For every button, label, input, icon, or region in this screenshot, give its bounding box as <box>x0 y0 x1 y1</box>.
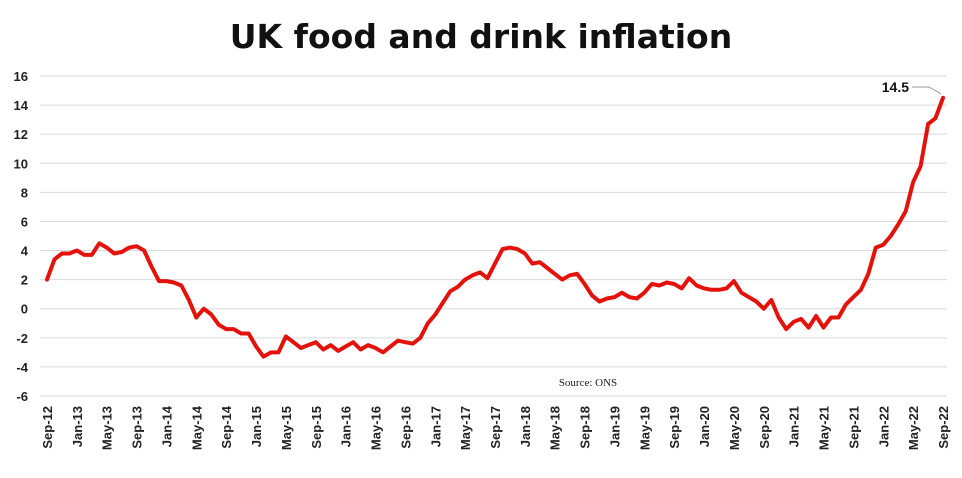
x-tick-label: Jan-17 <box>428 406 443 447</box>
callout-leader-line <box>912 86 942 95</box>
y-tick-label: 14 <box>14 98 29 113</box>
x-tick-label: May-15 <box>279 406 294 450</box>
x-tick-label: Sep-15 <box>309 406 324 449</box>
x-tick-label: Sep-19 <box>667 406 682 449</box>
x-axis-ticks: Sep-12 Jan-13 May-13 Sep-13 Jan-14 May-14 Sep-… <box>40 405 951 450</box>
x-tick-label: Jan-13 <box>70 406 85 447</box>
gridlines <box>40 75 947 397</box>
x-tick-label: Jan-14 <box>159 405 174 447</box>
y-tick-label: -2 <box>16 331 28 346</box>
y-tick-label: 8 <box>21 185 28 200</box>
x-tick-label: Sep-22 <box>936 406 951 449</box>
series-layer <box>45 95 945 359</box>
y-tick-label: -6 <box>16 389 28 404</box>
x-tick-label: May-16 <box>369 406 384 450</box>
x-tick-label: May-18 <box>548 406 563 450</box>
x-tick-label: Jan-21 <box>787 406 802 447</box>
x-tick-label: May-20 <box>727 406 742 450</box>
y-tick-label: -4 <box>16 360 28 375</box>
y-tick-label: 10 <box>14 156 28 171</box>
x-tick-label: Jan-16 <box>339 406 354 447</box>
x-tick-label: May-17 <box>458 406 473 450</box>
y-axis-ticks: -6 -4 -2 0 2 4 6 8 10 12 14 16 <box>14 69 29 404</box>
x-tick-label: May-14 <box>189 405 204 450</box>
x-tick-label: Jan-22 <box>876 406 891 447</box>
y-tick-label: 16 <box>14 69 28 84</box>
x-tick-label: May-21 <box>817 406 832 450</box>
x-tick-label: Jan-15 <box>249 406 264 447</box>
value-callout: 14.5 <box>882 79 942 95</box>
x-tick-label: May-13 <box>100 406 115 450</box>
x-tick-label: Sep-17 <box>488 406 503 449</box>
x-tick-label: May-22 <box>906 406 921 450</box>
callout-label: 14.5 <box>882 79 909 95</box>
source-note: Source: ONS <box>559 377 617 389</box>
y-tick-label: 12 <box>14 127 28 142</box>
x-tick-label: Sep-14 <box>219 405 234 448</box>
x-tick-label: Sep-21 <box>846 406 861 449</box>
x-tick-label: Jan-19 <box>607 406 622 447</box>
x-tick-label: Jan-20 <box>697 406 712 447</box>
x-tick-label: May-19 <box>637 406 652 450</box>
x-tick-label: Sep-13 <box>130 406 145 449</box>
y-tick-label: 2 <box>21 273 28 288</box>
x-tick-label: Sep-18 <box>578 406 593 449</box>
x-tick-label: Sep-16 <box>398 406 413 449</box>
y-tick-label: 6 <box>21 214 28 229</box>
chart-title: UK food and drink inflation <box>230 17 732 56</box>
y-tick-label: 0 <box>21 302 28 317</box>
x-tick-label: Jan-18 <box>518 406 533 447</box>
y-tick-label: 4 <box>21 244 29 259</box>
x-tick-label: Sep-12 <box>40 406 55 449</box>
x-tick-label: Sep-20 <box>757 406 772 449</box>
